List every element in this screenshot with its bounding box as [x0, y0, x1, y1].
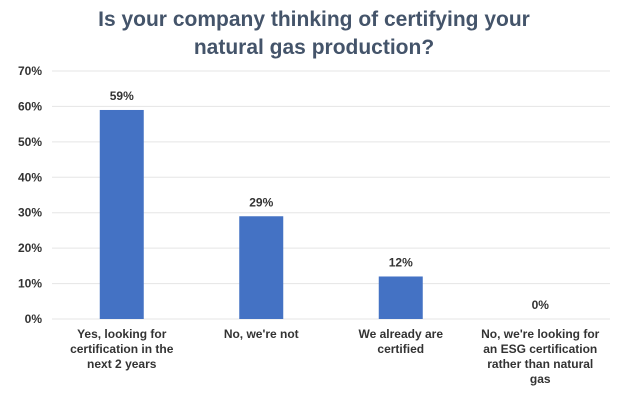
chart-title-line-1: Is your company thinking of certifying y…: [98, 8, 530, 31]
x-tick-label-line: rather than natural: [487, 357, 593, 371]
y-tick-label: 50%: [18, 135, 42, 149]
x-tick-label: No, we're looking for an ESG certificatio…: [481, 327, 600, 386]
y-tick-label: 70%: [18, 64, 42, 78]
x-tick-label: We already are certified: [359, 327, 444, 356]
bar: [378, 276, 423, 319]
y-tick-label: 20%: [18, 241, 42, 255]
x-tick-label-line: certified: [377, 342, 424, 356]
bar: [239, 216, 284, 319]
x-tick-label-line: next 2 years: [87, 357, 157, 371]
x-tick-label-line: gas: [530, 372, 551, 386]
x-tick-label-line: certification in the: [70, 342, 174, 356]
data-label: 59%: [110, 89, 134, 103]
bar: [99, 109, 144, 319]
x-tick-label-line: Yes, looking for: [77, 327, 167, 341]
x-tick-label-line: We already are: [359, 327, 444, 341]
x-tick-label-line: No, we're not: [224, 327, 299, 341]
x-tick-label-line: No, we're looking for: [481, 327, 600, 341]
x-tick-label-line: an ESG certification: [483, 342, 597, 356]
y-tick-label: 40%: [18, 170, 42, 184]
y-tick-label: 0%: [25, 312, 43, 326]
x-tick-label: No, we're not: [224, 327, 299, 341]
chart-title-line-2: natural gas production?: [193, 36, 435, 59]
chart-title: Is your company thinking of certifying y…: [0, 6, 628, 62]
y-tick-label: 10%: [18, 277, 42, 291]
data-label: 12%: [389, 255, 413, 269]
data-label: 29%: [249, 195, 273, 209]
y-tick-label: 30%: [18, 206, 42, 220]
x-tick-label: Yes, looking for certification in the next…: [70, 327, 174, 371]
y-tick-label: 60%: [18, 99, 42, 113]
data-label: 0%: [532, 298, 550, 312]
